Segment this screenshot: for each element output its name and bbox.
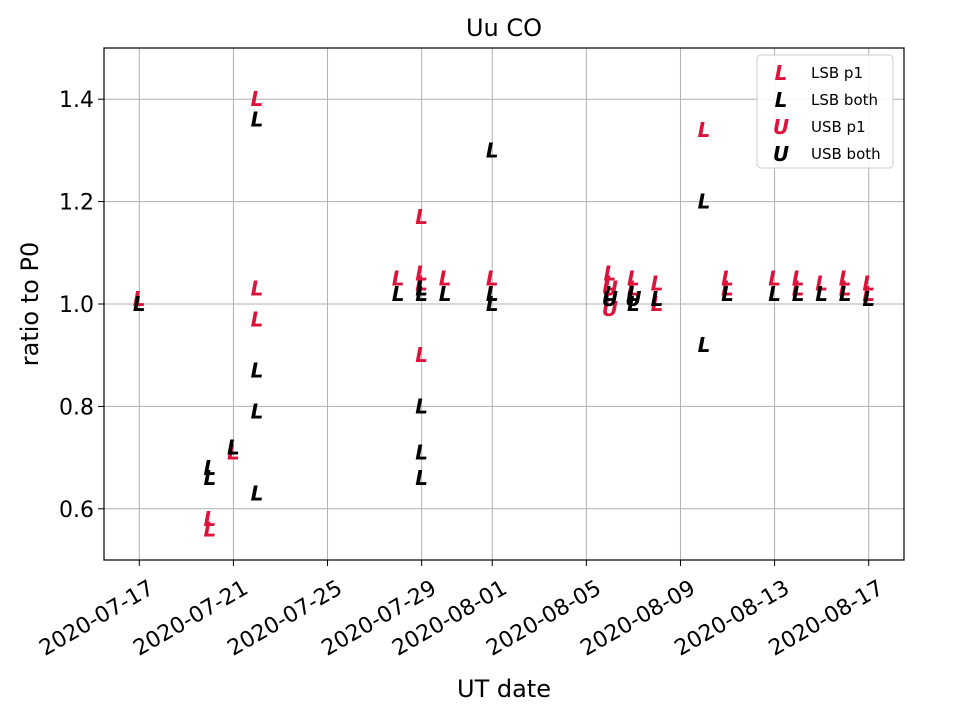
- data-point-lsb-p1: L: [768, 266, 781, 290]
- legend-box: [756, 54, 894, 169]
- data-point-lsb-both: L: [415, 277, 428, 301]
- data-point-usb-both: U: [602, 287, 618, 311]
- data-point-lsb-p1: L: [486, 282, 499, 306]
- data-point-lsb-both: L: [792, 282, 805, 306]
- data-point-lsb-p1: L: [792, 266, 805, 290]
- data-point-lsb-both: L: [486, 292, 499, 316]
- legend-label-usb-p1: USB p1: [811, 118, 866, 136]
- data-point-lsb-both: L: [698, 190, 711, 214]
- data-point-lsb-both: L: [486, 282, 499, 306]
- data-point-lsb-p1: L: [604, 272, 617, 296]
- data-point-lsb-p1: L: [627, 277, 640, 301]
- data-point-lsb-both: L: [251, 400, 264, 424]
- data-point-lsb-both: L: [251, 108, 264, 132]
- data-point-lsb-both: L: [204, 466, 217, 490]
- data-point-usb-p1: U: [602, 297, 618, 321]
- data-point-lsb-p1: L: [204, 507, 217, 531]
- y-tick-label: 1.4: [59, 88, 94, 113]
- data-point-lsb-p1: L: [251, 87, 264, 111]
- data-point-lsb-both: L: [627, 282, 640, 306]
- data-point-lsb-p1: L: [651, 292, 664, 316]
- data-point-lsb-p1: L: [133, 287, 146, 311]
- legend-marker-usb-p1: U: [773, 115, 789, 139]
- data-point-lsb-both: L: [721, 282, 734, 306]
- legend-marker-usb-both: U: [773, 142, 789, 166]
- data-point-lsb-both: L: [415, 466, 428, 490]
- data-point-lsb-both: L: [227, 435, 240, 459]
- data-point-lsb-both: L: [133, 292, 146, 316]
- data-point-lsb-both: L: [839, 282, 852, 306]
- data-point-lsb-both: L: [604, 282, 617, 306]
- y-axis: 0.6 0.8 1.0 1.2 1.4: [59, 88, 104, 523]
- y-tick-label: 1.0: [59, 293, 94, 318]
- data-point-lsb-p1: L: [415, 261, 428, 285]
- data-point-lsb-both: L: [251, 359, 264, 383]
- data-point-lsb-p1: L: [721, 277, 734, 301]
- data-point-lsb-both: L: [439, 282, 452, 306]
- data-point-lsb-p1: L: [439, 266, 452, 290]
- x-axis-title: UT date: [457, 675, 551, 703]
- data-point-lsb-p1: L: [415, 205, 428, 229]
- data-point-lsb-p1: L: [721, 266, 734, 290]
- legend-label-lsb-p1: LSB p1: [811, 64, 863, 82]
- data-point-lsb-p1: L: [839, 277, 852, 301]
- y-tick-label: 1.2: [59, 191, 94, 216]
- data-point-lsb-both: L: [415, 440, 428, 464]
- data-point-lsb-p1: L: [839, 266, 852, 290]
- data-point-lsb-p1: L: [627, 266, 640, 290]
- data-point-lsb-p1: L: [651, 272, 664, 296]
- legend-marker-lsb-p1: L: [775, 61, 788, 85]
- y-tick-label: 0.8: [59, 395, 94, 420]
- data-point-lsb-both: L: [204, 456, 217, 480]
- chart-title: Uu CO: [466, 14, 542, 42]
- data-point-lsb-p1: L: [862, 282, 875, 306]
- data-point-usb-p1: U: [602, 277, 618, 301]
- data-point-lsb-p1: L: [415, 272, 428, 296]
- data-point-lsb-both: L: [768, 282, 781, 306]
- y-tick-label: 0.6: [59, 498, 94, 523]
- data-point-lsb-both: L: [815, 282, 828, 306]
- data-point-lsb-p1: L: [815, 272, 828, 296]
- legend: L LSB p1 L LSB both U USB p1 U USB both: [756, 54, 894, 169]
- data-point-lsb-both: L: [862, 287, 875, 311]
- data-point-lsb-both: L: [627, 292, 640, 316]
- legend-label-usb-both: USB both: [811, 145, 881, 163]
- y-axis-title: ratio to P0: [16, 242, 44, 366]
- data-point-lsb-both: L: [486, 138, 499, 162]
- data-point-lsb-p1: L: [792, 277, 805, 301]
- data-point-lsb-p1: L: [251, 277, 264, 301]
- data-point-lsb-p1: L: [698, 118, 711, 142]
- data-point-lsb-both: L: [651, 287, 664, 311]
- data-point-lsb-p1: L: [415, 343, 428, 367]
- legend-marker-lsb-both: L: [775, 88, 788, 112]
- data-point-lsb-both: L: [415, 282, 428, 306]
- data-point-lsb-p1: L: [204, 517, 217, 541]
- data-point-lsb-p1: L: [486, 266, 499, 290]
- data-point-lsb-p1: L: [392, 266, 405, 290]
- data-point-lsb-both: L: [415, 394, 428, 418]
- data-point-lsb-p1: L: [604, 261, 617, 285]
- legend-label-lsb-both: LSB both: [811, 91, 878, 109]
- data-point-lsb-p1: L: [251, 307, 264, 331]
- data-point-lsb-both: L: [698, 333, 711, 357]
- data-point-usb-both: U: [625, 287, 641, 311]
- data-point-lsb-p1: L: [862, 272, 875, 296]
- data-point-lsb-both: L: [251, 481, 264, 505]
- data-point-lsb-p1: L: [227, 440, 240, 464]
- data-point-lsb-both: L: [392, 282, 405, 306]
